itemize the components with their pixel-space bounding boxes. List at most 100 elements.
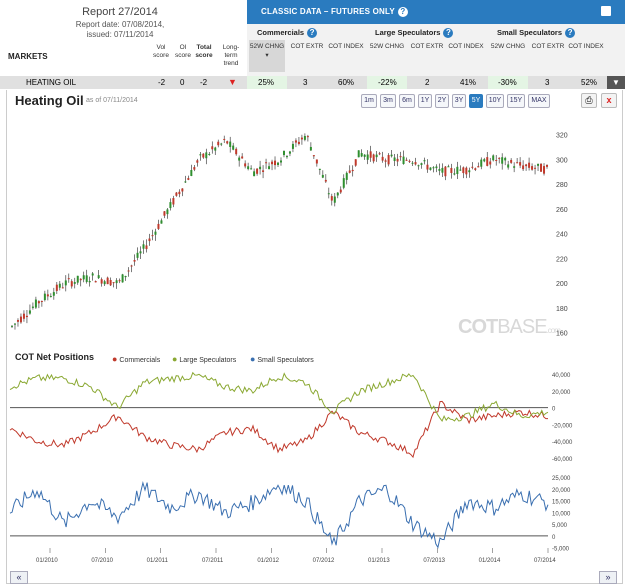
y-tick-label: 15,000 bbox=[552, 500, 571, 506]
candle bbox=[271, 161, 274, 165]
candle bbox=[522, 165, 525, 170]
candle bbox=[76, 275, 79, 283]
candle bbox=[13, 323, 16, 325]
scroll-right-button[interactable]: » bbox=[599, 571, 617, 584]
candle bbox=[453, 173, 456, 175]
candle bbox=[375, 154, 378, 158]
cell-bg bbox=[247, 76, 287, 89]
zoom-3m[interactable]: 3m bbox=[380, 94, 396, 108]
zoom-10y[interactable]: 10Y bbox=[486, 94, 504, 108]
col-extr-ss[interactable]: COT EXTR bbox=[531, 43, 565, 50]
candle bbox=[220, 143, 223, 145]
candle bbox=[285, 156, 288, 158]
col-52w-com[interactable]: 52W CHNG ▾ bbox=[249, 40, 285, 72]
print-icon[interactable]: ⎙ bbox=[581, 93, 597, 108]
zoom-2y[interactable]: 2Y bbox=[435, 94, 449, 108]
candle bbox=[306, 136, 309, 138]
col-index-ls[interactable]: COT INDEX bbox=[448, 43, 484, 50]
close-icon[interactable]: x bbox=[601, 93, 617, 108]
candle bbox=[175, 192, 178, 196]
zoom-5y[interactable]: 5Y bbox=[469, 94, 483, 108]
candle bbox=[205, 152, 208, 159]
series-line-small bbox=[9, 480, 549, 549]
group-commercials: Commercials? bbox=[257, 28, 318, 39]
candle bbox=[157, 223, 160, 229]
scroll-down-icon[interactable]: ▼ bbox=[607, 76, 625, 89]
candle bbox=[28, 310, 31, 314]
trend-header: Long-term trend bbox=[222, 44, 240, 67]
watermark-logo: COTBASE.com bbox=[458, 316, 561, 338]
col-52w-ls[interactable]: 52W CHNG bbox=[369, 43, 405, 50]
zoom-6m[interactable]: 6m bbox=[399, 94, 415, 108]
candle bbox=[423, 160, 426, 162]
help-icon[interactable]: ? bbox=[565, 28, 576, 39]
scroll-left-button[interactable]: « bbox=[10, 571, 28, 584]
candle bbox=[280, 160, 282, 163]
candle bbox=[333, 196, 336, 203]
candle bbox=[369, 151, 372, 158]
candle bbox=[85, 275, 88, 282]
zoom-1y[interactable]: 1Y bbox=[418, 94, 432, 108]
y-tick-label: -20,000 bbox=[552, 423, 573, 429]
candle bbox=[417, 165, 420, 167]
candle bbox=[459, 169, 462, 171]
candle bbox=[438, 169, 441, 171]
candle bbox=[462, 167, 465, 174]
com-extr: 3 bbox=[303, 78, 308, 87]
col-extr-com[interactable]: COT EXTR bbox=[290, 43, 324, 50]
candle bbox=[253, 171, 256, 177]
col-52w-ss[interactable]: 52W CHNG bbox=[490, 43, 526, 50]
candle bbox=[396, 158, 399, 162]
candle bbox=[507, 164, 510, 168]
candle bbox=[184, 181, 187, 183]
y-tick-label: 320 bbox=[556, 133, 568, 140]
series-line-1 bbox=[9, 371, 549, 422]
candle bbox=[124, 275, 127, 278]
candle bbox=[37, 301, 40, 304]
candle bbox=[411, 162, 414, 164]
col-index-com[interactable]: COT INDEX bbox=[328, 43, 364, 50]
candle bbox=[232, 145, 235, 150]
y-tick-label: 5,000 bbox=[552, 523, 568, 529]
candle bbox=[262, 170, 265, 172]
series-line-0 bbox=[9, 400, 548, 459]
candle bbox=[25, 315, 28, 318]
table-row[interactable]: HEATING OIL -2 0 -2 ▼ 25% 3 60% -22% 2 4… bbox=[0, 76, 625, 89]
help-icon[interactable]: ? bbox=[307, 28, 318, 39]
candle bbox=[265, 162, 268, 164]
col-extr-ls[interactable]: COT EXTR bbox=[410, 43, 444, 50]
legend-small-spec: ● Small Speculators bbox=[250, 354, 314, 364]
help-icon[interactable]: ? bbox=[397, 7, 408, 17]
candle bbox=[339, 189, 342, 193]
help-icon[interactable]: ? bbox=[443, 28, 454, 39]
candle bbox=[187, 178, 190, 180]
zoom-max[interactable]: MAX bbox=[528, 94, 550, 108]
classic-data-label: CLASSIC DATA – FUTURES ONLY? bbox=[261, 7, 408, 17]
zoom-3y[interactable]: 3Y bbox=[452, 94, 466, 108]
candle bbox=[229, 141, 232, 147]
legend-commercials: ● Commercials bbox=[112, 354, 161, 364]
as-of-date: as of 07/11/2014 bbox=[86, 97, 138, 104]
col-index-ss[interactable]: COT INDEX bbox=[568, 43, 604, 50]
cot-title: COT Net Positions bbox=[15, 352, 95, 362]
y-tick-label: 220 bbox=[556, 256, 568, 263]
candle bbox=[402, 156, 405, 164]
cell-bg bbox=[488, 76, 528, 89]
zoom-15y[interactable]: 15Y bbox=[507, 94, 525, 108]
candle bbox=[61, 287, 64, 289]
candle bbox=[456, 166, 459, 175]
candle bbox=[315, 159, 318, 164]
y-tick-label: 160 bbox=[556, 331, 568, 338]
candle bbox=[363, 154, 366, 157]
oi-value: 0 bbox=[180, 78, 185, 87]
y-tick-label: 40,000 bbox=[552, 373, 571, 379]
market-name[interactable]: HEATING OIL bbox=[26, 78, 77, 87]
candle bbox=[67, 278, 70, 280]
print-icon[interactable] bbox=[601, 6, 611, 16]
zoom-1m[interactable]: 1m bbox=[361, 94, 377, 108]
candle bbox=[474, 168, 477, 170]
candle bbox=[393, 157, 396, 162]
candle bbox=[121, 274, 124, 283]
y-tick-label: -40,000 bbox=[552, 440, 573, 446]
